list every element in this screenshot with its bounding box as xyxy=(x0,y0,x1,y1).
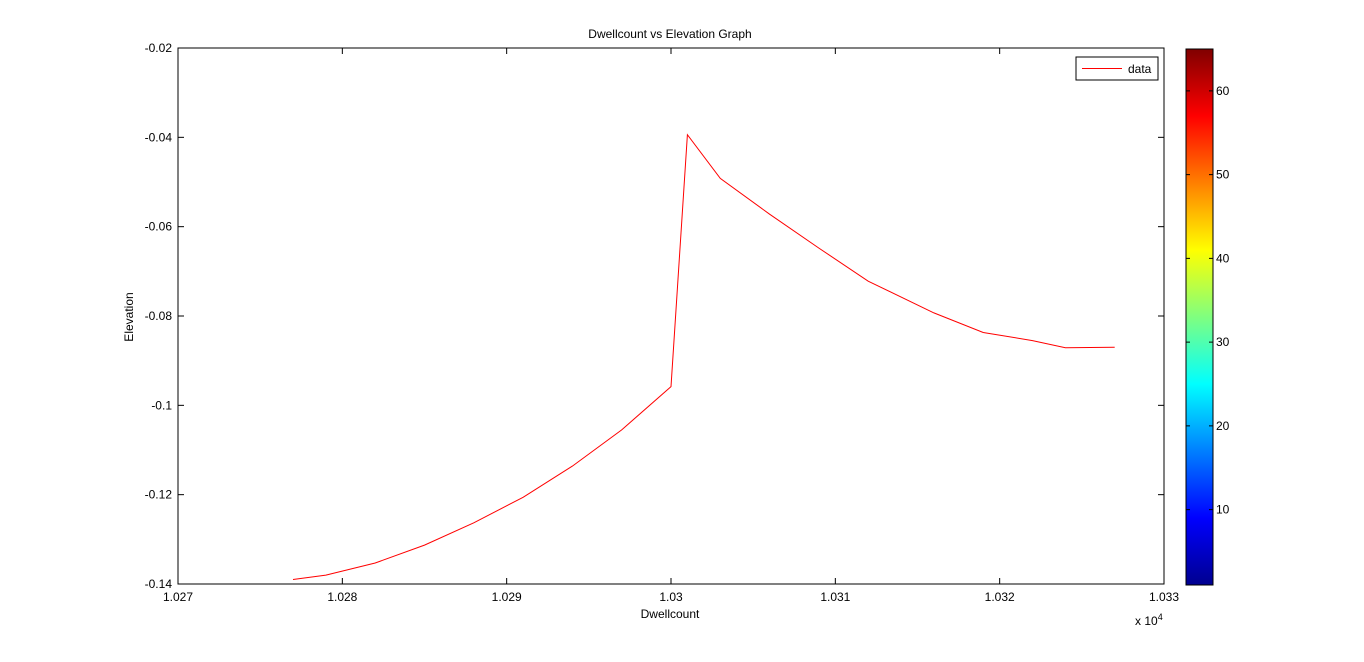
legend[interactable]: data xyxy=(1075,56,1159,81)
x-tick-label: 1.029 xyxy=(492,590,522,604)
x-axis-multiplier: x 104 xyxy=(1135,612,1163,628)
x-tick-label: 1.031 xyxy=(820,590,850,604)
svg-text:x 104: x 104 xyxy=(1135,612,1163,628)
x-axis-label: Dwellcount xyxy=(641,607,700,621)
colorbar-ticks: 10 20 30 40 50 60 xyxy=(1186,84,1230,517)
colorbar-tick-label: 60 xyxy=(1216,84,1230,98)
x-multiplier-exponent: 4 xyxy=(1158,612,1163,622)
series-line-data xyxy=(292,133,1115,580)
x-tick-label: 1.033 xyxy=(1149,590,1179,604)
y-tick-label: -0.02 xyxy=(145,41,173,55)
y-tick-label: -0.04 xyxy=(145,130,173,144)
plot-area xyxy=(177,47,1165,585)
x-tick-label: 1.028 xyxy=(327,590,357,604)
colorbar-tick-label: 10 xyxy=(1216,503,1230,517)
x-tick-label: 1.027 xyxy=(163,590,193,604)
y-tick-label: -0.12 xyxy=(145,488,173,502)
y-tick-label: -0.14 xyxy=(145,577,173,591)
colorbar-gradient xyxy=(1185,48,1214,586)
y-tick-label: -0.08 xyxy=(145,309,173,323)
x-tick-label: 1.03 xyxy=(659,590,683,604)
colorbar: 10 20 30 40 50 60 xyxy=(1185,48,1230,586)
y-tick-label: -0.1 xyxy=(151,398,172,412)
x-multiplier-base: x 10 xyxy=(1135,614,1158,628)
colorbar-tick-label: 50 xyxy=(1216,168,1230,182)
chart-title: Dwellcount vs Elevation Graph xyxy=(588,27,751,41)
colorbar-tick-label: 40 xyxy=(1216,251,1230,265)
legend-entry-data: data xyxy=(1128,62,1152,76)
x-tick-label: 1.032 xyxy=(985,590,1015,604)
colorbar-tick-label: 30 xyxy=(1216,335,1230,349)
y-axis-label: Elevation xyxy=(122,292,136,341)
y-axis-ticks: -0.02 -0.04 -0.06 -0.08 -0.1 -0.12 -0.14 xyxy=(145,41,1164,591)
colorbar-tick-label: 20 xyxy=(1216,419,1230,433)
y-tick-label: -0.06 xyxy=(145,220,173,234)
x-axis-ticks: 1.027 1.028 1.029 1.03 1.031 1.032 1.033 xyxy=(163,48,1179,604)
